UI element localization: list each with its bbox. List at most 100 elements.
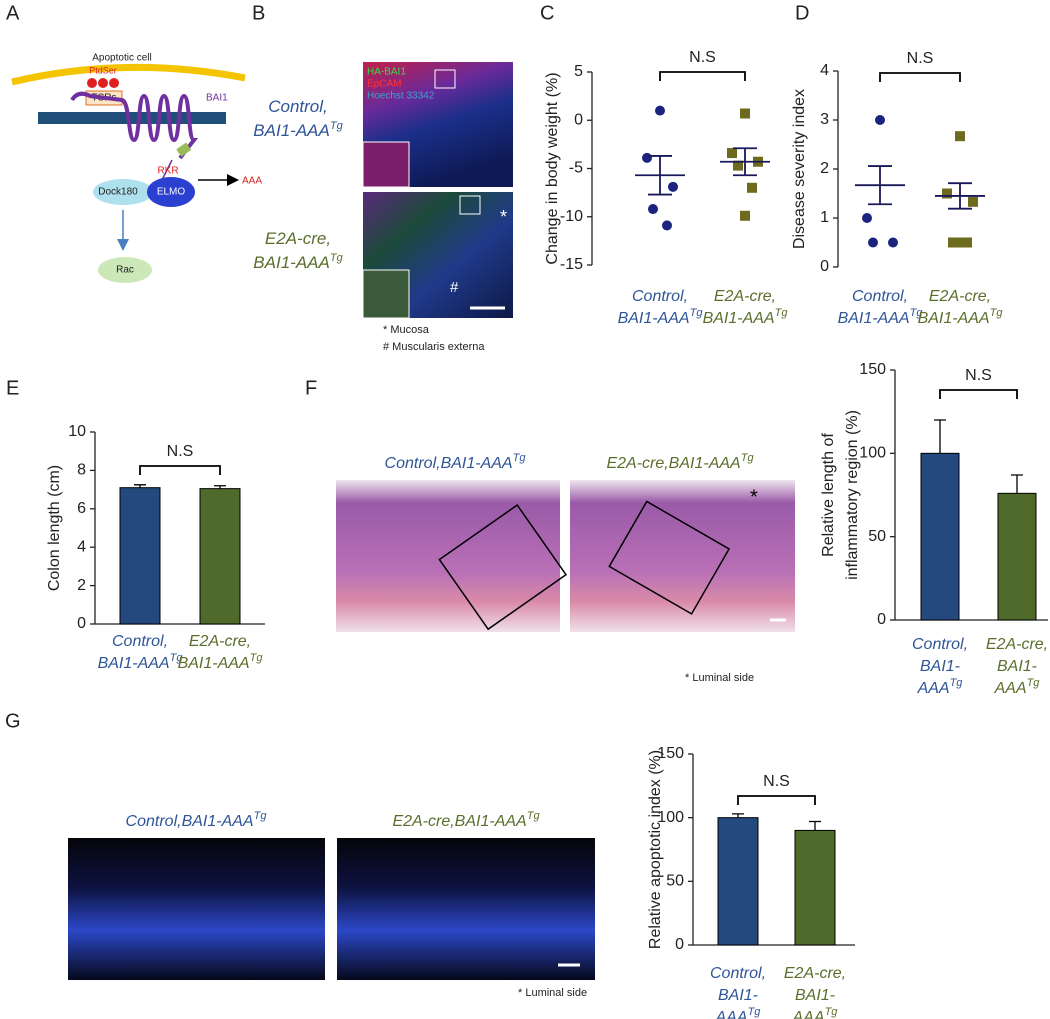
image-title: E2A-cre,BAI1-AAATg: [606, 452, 754, 472]
y-tick-label: 0: [820, 258, 829, 275]
inset-box: [434, 69, 456, 89]
label-text: BAI1-AAA: [253, 253, 330, 272]
label-text: BAI1-AAA: [918, 310, 990, 327]
category-label: E2A-cre,: [784, 965, 846, 982]
legend-text: * Mucosa: [383, 324, 430, 336]
label-text: Control,: [268, 97, 328, 116]
category-label: AAATg: [715, 1006, 762, 1019]
superscript: Tg: [1027, 677, 1041, 689]
micrograph: [336, 480, 560, 632]
label-text: BAI1-: [795, 987, 835, 1004]
label-text: E2A-cre,BAI1-AAA: [392, 813, 526, 830]
category-label: Control,: [912, 636, 968, 653]
label-text: BAI1-AAA: [98, 655, 170, 672]
note: * Luminal side: [685, 672, 754, 684]
superscript: Tg: [775, 307, 789, 319]
cell-label: Apoptotic cell: [92, 53, 151, 64]
superscript: Tg: [254, 810, 268, 822]
label-text: AAA: [792, 1009, 825, 1019]
rac: [98, 257, 152, 283]
label-text: E2A-cre,: [265, 229, 331, 248]
error-bar: [732, 813, 744, 818]
y-tick-label: 100: [859, 445, 886, 462]
label-text: E2A-cre,: [189, 633, 251, 650]
data-point: [747, 182, 757, 193]
superscript: Tg: [990, 307, 1004, 319]
annotation: N.S: [965, 367, 992, 384]
image-title: E2A-cre,BAI1-AAATg: [392, 810, 540, 830]
ptdser: [87, 78, 97, 88]
superscript: Tg: [950, 677, 964, 689]
data-point: [662, 220, 672, 231]
bar: [794, 829, 836, 946]
annotation: N.S: [689, 49, 716, 66]
muscularis-mark: #: [450, 279, 459, 296]
panel-label: C: [540, 2, 554, 24]
elmo: [147, 177, 195, 207]
cell-membrane: [11, 63, 246, 86]
roi-box: [438, 504, 568, 631]
bracket: [139, 465, 221, 475]
superscript: Tg: [910, 307, 924, 319]
category-label: BAI1-AAATg: [253, 120, 343, 141]
category-label: Control,: [268, 97, 328, 116]
category-label: Control,: [852, 288, 908, 305]
label-text: BAI1-AAA: [838, 310, 910, 327]
elmo-label: ELMO: [157, 187, 186, 198]
error-bar: [934, 419, 946, 454]
aaa-label: AAA: [242, 176, 262, 187]
stain-label: Hoechst 33342: [367, 91, 435, 102]
label-text: Control,: [852, 288, 908, 305]
tail: [176, 142, 192, 157]
data-point: [868, 237, 878, 248]
y-tick-label: -15: [560, 256, 583, 273]
panel-label: E: [6, 377, 19, 399]
annotation: N.S: [907, 50, 934, 67]
superscript: Tg: [527, 810, 541, 822]
category-label: BAI1-: [920, 658, 960, 675]
y-tick-label: 5: [574, 63, 583, 80]
luminal-mark: *: [379, 806, 387, 828]
label-text: BAI1-: [920, 658, 960, 675]
y-tick-label: 3: [820, 111, 829, 128]
label-text: Control,BAI1-AAA: [126, 813, 254, 830]
error-bar: [648, 155, 672, 196]
label-text: E2A-cre,: [929, 288, 991, 305]
data-point: [668, 181, 678, 192]
bracket: [939, 389, 1018, 399]
category-label: E2A-cre,: [189, 633, 251, 650]
y-tick-label: 50: [868, 528, 886, 545]
category-label: BAI1-: [718, 987, 758, 1004]
category-label: BAI1-AAATg: [703, 307, 789, 327]
label-text: BAI1-AAA: [178, 655, 250, 672]
image-title: Control,BAI1-AAATg: [126, 810, 268, 830]
data-point: [875, 115, 885, 125]
label-text: BAI1-: [718, 987, 758, 1004]
label-text: AAA: [994, 680, 1027, 697]
ptdser-label: PtdSer: [89, 65, 117, 75]
luminal-mark: *: [750, 486, 758, 508]
y-axis-title: inflammatory region (%): [844, 410, 861, 580]
link: [161, 159, 173, 181]
bracket: [879, 72, 961, 82]
y-tick-label: 0: [574, 111, 583, 128]
bar: [717, 817, 759, 946]
superscript: Tg: [741, 452, 755, 464]
roi-box: [608, 500, 731, 615]
image-title: Control,BAI1-AAATg: [385, 452, 527, 472]
annotation: N.S: [763, 773, 790, 790]
data-point: [968, 196, 978, 207]
stain-label: HA-BAI1: [367, 67, 406, 78]
label-text: Control,: [710, 965, 766, 982]
category-label: AAATg: [994, 677, 1041, 697]
y-tick-label: 8: [77, 462, 86, 479]
bracket: [659, 71, 746, 81]
data-point: [955, 131, 965, 142]
label-text: BAI1-AAA: [253, 121, 330, 140]
superscript: Tg: [513, 452, 527, 464]
error-bar: [809, 820, 821, 831]
label-text: Control,: [632, 288, 688, 305]
y-tick-label: 2: [820, 160, 829, 177]
y-tick-label: 0: [877, 611, 886, 628]
stain-label: EpCAM: [367, 79, 401, 90]
